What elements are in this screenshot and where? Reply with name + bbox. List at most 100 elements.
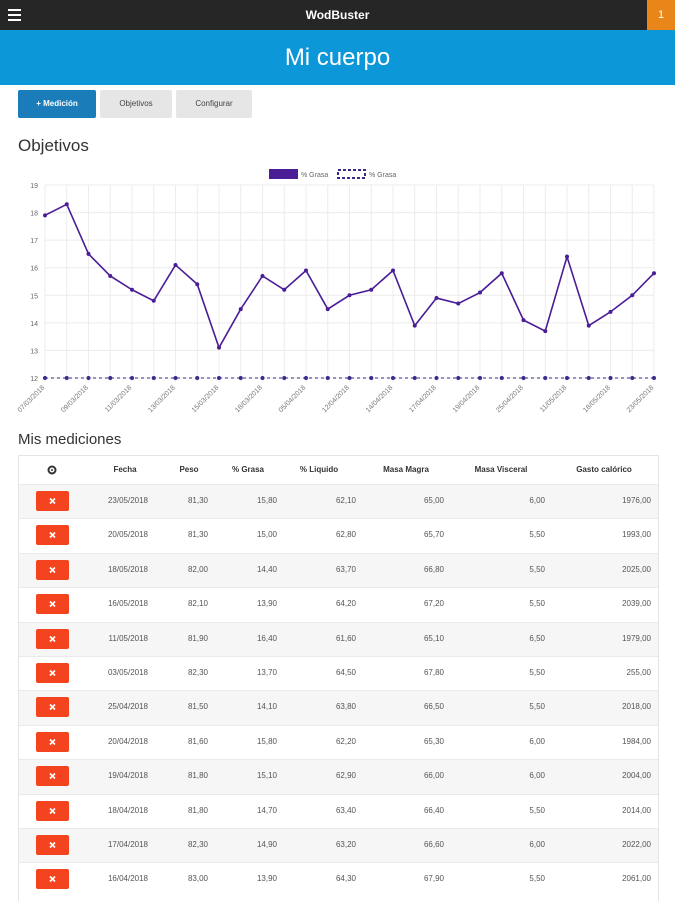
table-cell: 5,50: [529, 530, 545, 540]
table-cell: 81,60: [187, 736, 208, 746]
table-cell: 15,80: [256, 496, 277, 505]
delete-button[interactable]: [36, 835, 69, 855]
table-cell: 6,50: [529, 633, 545, 643]
data-point: [434, 376, 439, 380]
data-point: [521, 318, 526, 323]
data-point: [86, 251, 91, 256]
table-cell: 66,40: [423, 805, 444, 815]
table-cell: 1976,00: [622, 496, 651, 505]
delete-button[interactable]: [36, 697, 69, 718]
legend-swatch: [269, 169, 298, 179]
delete-button[interactable]: [36, 525, 69, 546]
data-point: [499, 376, 504, 380]
delete-button[interactable]: [36, 663, 69, 683]
data-point: [586, 376, 591, 380]
data-point: [282, 376, 287, 380]
table-cell: 14,90: [256, 840, 277, 849]
delete-button[interactable]: [36, 800, 69, 821]
table-cell: 81,80: [187, 771, 208, 781]
delete-button[interactable]: [36, 594, 69, 615]
data-point: [478, 290, 482, 295]
table-cell: 64,50: [335, 668, 356, 677]
table-cell: 5,50: [529, 874, 545, 884]
table-cell: 62,10: [335, 496, 356, 505]
data-point: [652, 271, 656, 276]
table-cell: 82,10: [187, 599, 208, 609]
table-row: [19, 862, 658, 898]
x-tick-label: 17/04/2018: [408, 384, 438, 414]
data-point: [195, 376, 200, 380]
data-point: [456, 301, 461, 306]
delete-button[interactable]: [36, 628, 69, 649]
delete-button[interactable]: [36, 766, 69, 787]
delete-button[interactable]: [36, 869, 69, 890]
table-cell: 20/05/2018: [107, 530, 148, 540]
table-cell: 63,20: [335, 840, 356, 849]
table-cell: 13,90: [256, 599, 277, 609]
x-tick-label: 05/04/2018: [278, 384, 308, 414]
table-cell: 66,50: [423, 702, 444, 712]
data-point: [478, 376, 482, 380]
table-cell: 62,80: [335, 530, 356, 540]
x-tick-label: 11/03/2018: [104, 384, 133, 413]
chart: 12 13 14 15 16 17 18 19 07/03/2018 09/03/2018 11/0…: [17, 169, 656, 414]
table-cell: 5,50: [529, 599, 545, 609]
x-tick-label: 18/03/2018: [234, 384, 264, 414]
data-point: [543, 376, 548, 380]
data-point: [412, 323, 417, 328]
column-header: Masa Visceral: [474, 465, 528, 474]
data-point: [108, 376, 113, 380]
x-tick-label: 23/05/2018: [626, 384, 656, 414]
table-cell: 65,30: [423, 736, 444, 746]
table-cell: 03/05/2018: [107, 668, 148, 677]
table-cell: 1984,00: [622, 736, 651, 746]
notification-badge[interactable]: 1: [647, 0, 675, 30]
data-point: [652, 376, 656, 380]
data-point: [173, 376, 178, 380]
table-cell: 6,00: [529, 736, 545, 746]
table-cell: 255,00: [626, 668, 651, 677]
column-header: Fecha: [113, 465, 137, 474]
data-point: [608, 309, 613, 314]
table-cell: 5,50: [529, 564, 545, 574]
table-cell: 6,00: [529, 840, 545, 849]
data-point: [543, 329, 548, 334]
table-cell: 64,20: [335, 599, 356, 609]
delete-button[interactable]: [36, 491, 69, 511]
column-header: % Grasa: [231, 465, 265, 474]
delete-button[interactable]: [36, 559, 69, 580]
banner: [0, 30, 675, 85]
table-cell: 16/04/2018: [107, 874, 148, 884]
table-cell: 66,60: [423, 840, 444, 849]
legend-label: % Grasa: [301, 172, 328, 179]
configure-button[interactable]: Configurar: [176, 90, 252, 118]
data-point: [499, 271, 504, 276]
y-tick-label: 12: [30, 376, 38, 383]
table-cell: 82,30: [187, 840, 208, 849]
y-tick-label: 18: [30, 211, 38, 218]
data-point: [608, 376, 613, 380]
table-cell: 63,80: [335, 702, 356, 712]
y-tick-label: 19: [30, 183, 38, 190]
delete-button[interactable]: [36, 731, 69, 752]
table-cell: 64,30: [335, 874, 356, 884]
table-cell: 62,90: [335, 771, 356, 781]
table-cell: 2061,00: [622, 874, 651, 884]
table-cell: 83,00: [187, 874, 208, 884]
data-point: [151, 298, 156, 303]
x-tick-label: 13/03/2018: [147, 384, 177, 414]
data-point: [260, 273, 265, 278]
objectives-button[interactable]: Objetivos: [100, 90, 172, 118]
data-point: [369, 376, 374, 380]
data-point: [391, 376, 395, 380]
add-measurement-button[interactable]: + Medición: [18, 90, 96, 118]
settings-icon: [47, 465, 57, 475]
table-cell: 18/04/2018: [107, 805, 148, 815]
x-tick-label: 14/04/2018: [365, 384, 395, 414]
table-row: [19, 621, 658, 657]
table-row: [19, 484, 658, 520]
menu-icon[interactable]: [8, 8, 22, 22]
table-row: [19, 724, 658, 761]
table-cell: 15,00: [256, 530, 277, 540]
